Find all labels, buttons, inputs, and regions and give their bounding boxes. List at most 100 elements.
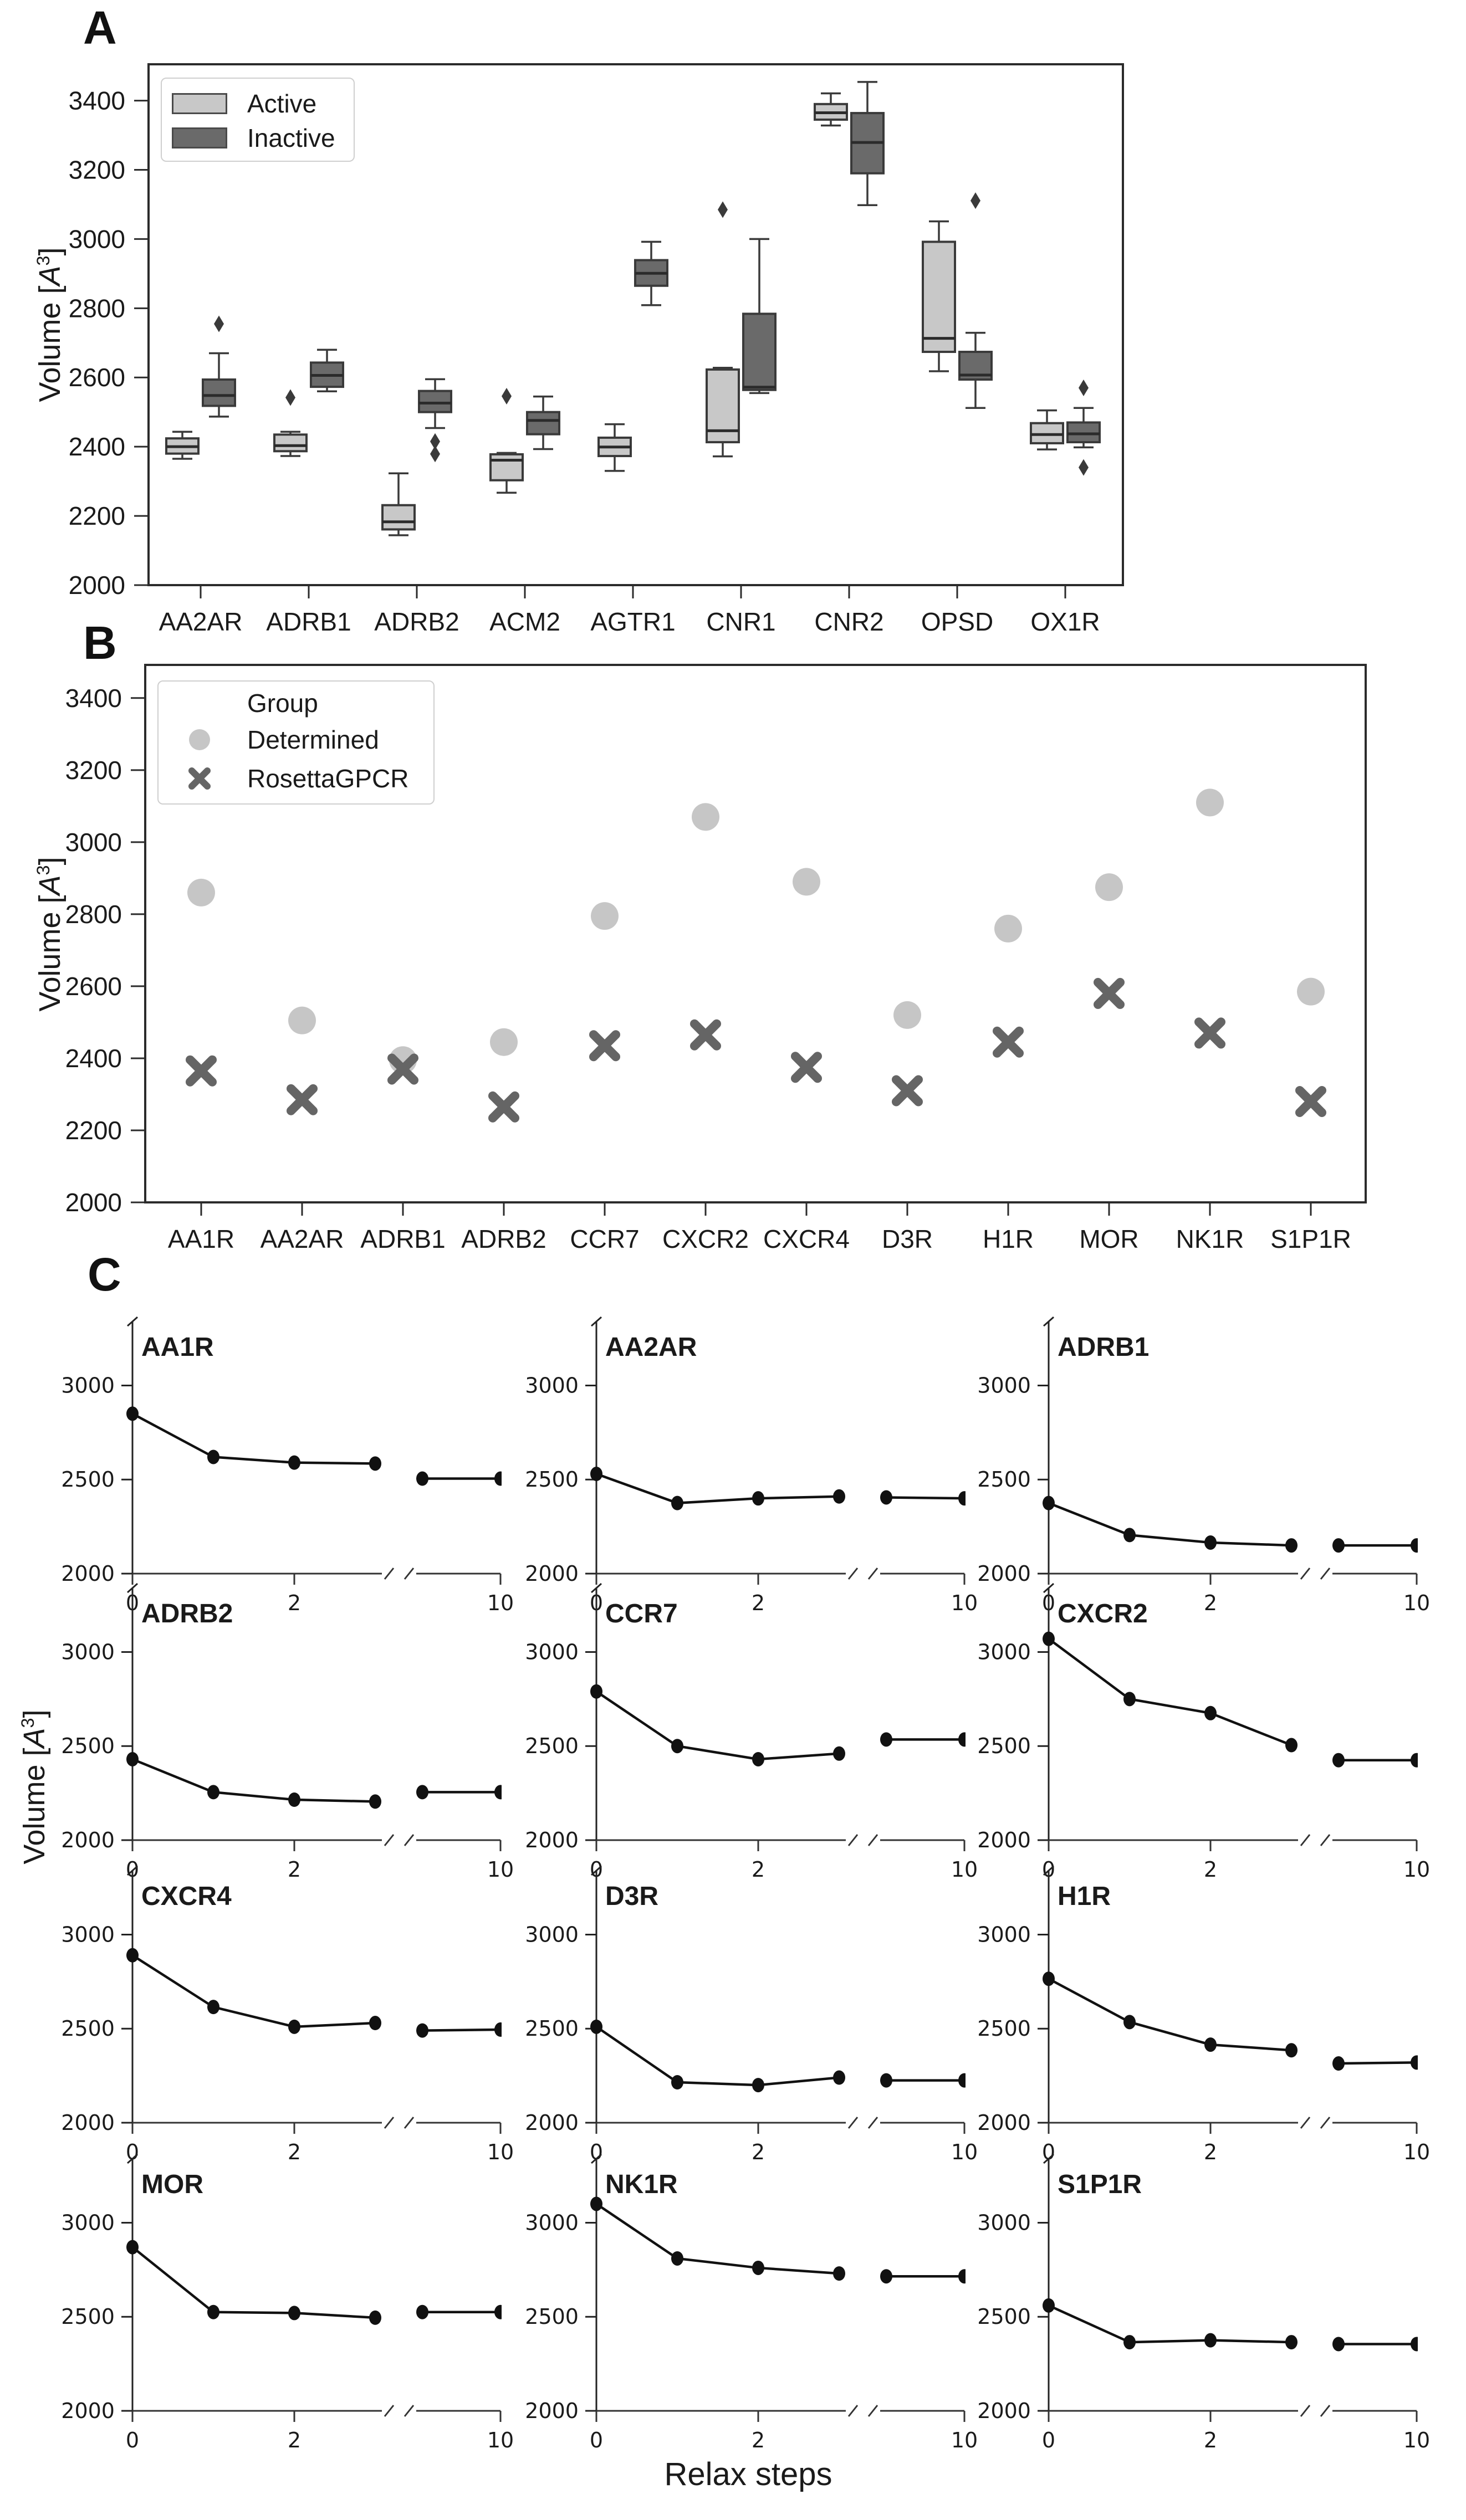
point-rosettagpcr-S1P1R <box>1295 1085 1326 1117</box>
point-rosettagpcr-D3R <box>892 1075 923 1107</box>
tick-label: 2000 <box>977 2111 1031 2135</box>
tick-label: 3000 <box>977 2210 1031 2235</box>
tick-label: ADRB2 <box>461 1225 546 1253</box>
y-axis-break-mark <box>1043 1865 1054 1876</box>
data-point <box>369 1456 381 1471</box>
box-active-ADRB2 <box>381 472 416 536</box>
data-point <box>752 1751 764 1766</box>
ylabel-superscript: 3 <box>18 1718 38 1728</box>
data-point <box>833 2070 845 2085</box>
tick-label: 2000 <box>977 1828 1031 1852</box>
tick-label: 2500 <box>525 1734 579 1758</box>
tick-label: 2 <box>288 2428 301 2452</box>
outlier-diamond <box>430 445 440 463</box>
tick-label: 2500 <box>61 1467 115 1492</box>
circle-marker-icon <box>187 728 212 752</box>
tick-label: AA2AR <box>159 607 243 636</box>
x-axis-break-mark <box>384 2117 395 2129</box>
data-point <box>1411 1753 1418 1768</box>
x-axis-break-mark <box>1320 1568 1331 1580</box>
series-D3R <box>590 2019 966 2093</box>
y-axis-title-b: Volume [A3] <box>33 857 67 1011</box>
tick-label: ADRB1 <box>266 607 351 636</box>
x-marker-glyph <box>188 767 211 790</box>
point-rosettagpcr-AA1R <box>186 1055 217 1087</box>
y-axis-break-mark <box>127 2153 138 2164</box>
point-rosettagpcr-ADRB2 <box>488 1091 519 1123</box>
tick-label: 2500 <box>977 1467 1031 1492</box>
legend-panel-b: Group Determined RosettaGPCR <box>157 680 435 805</box>
tick-label: CXCR2 <box>662 1225 749 1253</box>
ylabel-close: ] <box>18 1709 51 1718</box>
outlier-diamond <box>430 433 440 450</box>
data-point <box>752 1491 764 1506</box>
tick-label: 10 <box>487 2140 514 2164</box>
series-ADRB2 <box>126 1751 502 1809</box>
tick-label: 2000 <box>69 571 125 600</box>
x-axis-break-mark <box>847 1834 859 1846</box>
tick-label: 10 <box>951 1857 978 1882</box>
x-axis-break-mark <box>847 2117 859 2129</box>
tick-label: 2000 <box>65 1188 122 1217</box>
data-point <box>671 2251 683 2266</box>
tick-label: 2500 <box>977 1734 1031 1758</box>
subplot-MOR: 3000 2500 2000 0 2 10 MOR <box>61 2153 514 2452</box>
data-point <box>288 2306 300 2321</box>
box-active-ACM2 <box>489 387 524 494</box>
tick-label: 2500 <box>977 2016 1031 2041</box>
series-H1R <box>1043 1971 1418 2071</box>
data-point <box>1285 2043 1298 2058</box>
outlier-diamond <box>285 389 295 406</box>
data-point <box>833 1489 845 1504</box>
tick-label: 2500 <box>61 2016 115 2041</box>
subplot-title: H1R <box>1058 1882 1111 1911</box>
outlier-diamond <box>214 315 224 332</box>
data-point <box>494 2022 502 2037</box>
x-axis-break-mark <box>384 1568 395 1580</box>
panel-b-scatter: 3400 3200 3000 2800 2600 2400 2200 2000 AA1R AA2A… <box>65 664 1367 1253</box>
data-point <box>207 1785 219 1800</box>
tick-label: 2500 <box>61 1734 115 1758</box>
ylabel-text: Volume [ <box>18 1748 51 1865</box>
data-point <box>126 1948 139 1963</box>
box-inactive-CNR2 <box>850 81 885 206</box>
series-NK1R <box>590 2196 966 2284</box>
series-AA2AR <box>590 1467 966 1510</box>
tick-label: CNR2 <box>814 607 883 636</box>
data-point <box>288 1455 300 1470</box>
tick-label: 2500 <box>525 2016 579 2041</box>
box-active-AGTR1 <box>597 423 632 472</box>
subplot-title: NK1R <box>605 2170 678 2199</box>
series-CCR7 <box>590 1684 966 1766</box>
data-point <box>1043 1631 1055 1646</box>
point-determined-AA2AR <box>288 1006 316 1034</box>
data-point <box>1411 2337 1418 2352</box>
tick-label: AA2AR <box>260 1225 344 1253</box>
tick-label: 10 <box>951 2428 978 2452</box>
tick-label: S1P1R <box>1270 1225 1351 1253</box>
tick-label: AGTR1 <box>590 607 675 636</box>
box-inactive-CNR1 <box>742 238 777 395</box>
data-point <box>752 2260 764 2275</box>
tick-label: 10 <box>487 2428 514 2452</box>
tick-label: CXCR4 <box>763 1225 850 1253</box>
data-point <box>880 2269 892 2284</box>
subplot-title: MOR <box>141 2170 203 2199</box>
data-point <box>288 1792 300 1807</box>
outlier-diamond <box>1079 379 1089 396</box>
tick-label: 2 <box>1204 2428 1217 2452</box>
data-point <box>1043 2298 1055 2313</box>
subplot-CXCR2: 3000250020000210CXCR2 <box>977 1582 1430 1882</box>
series-S1P1R <box>1043 2298 1418 2352</box>
x-axis-break-mark <box>1320 1834 1331 1846</box>
series-MOR <box>126 2240 502 2325</box>
tick-label: 2000 <box>977 1561 1031 1586</box>
tick-label: 10 <box>951 1591 978 1615</box>
x-axis-break-mark <box>1300 2405 1311 2417</box>
data-point <box>369 2310 381 2325</box>
ylabel-superscript: 3 <box>33 865 53 875</box>
data-point <box>590 2019 602 2034</box>
data-point <box>207 2000 219 2015</box>
